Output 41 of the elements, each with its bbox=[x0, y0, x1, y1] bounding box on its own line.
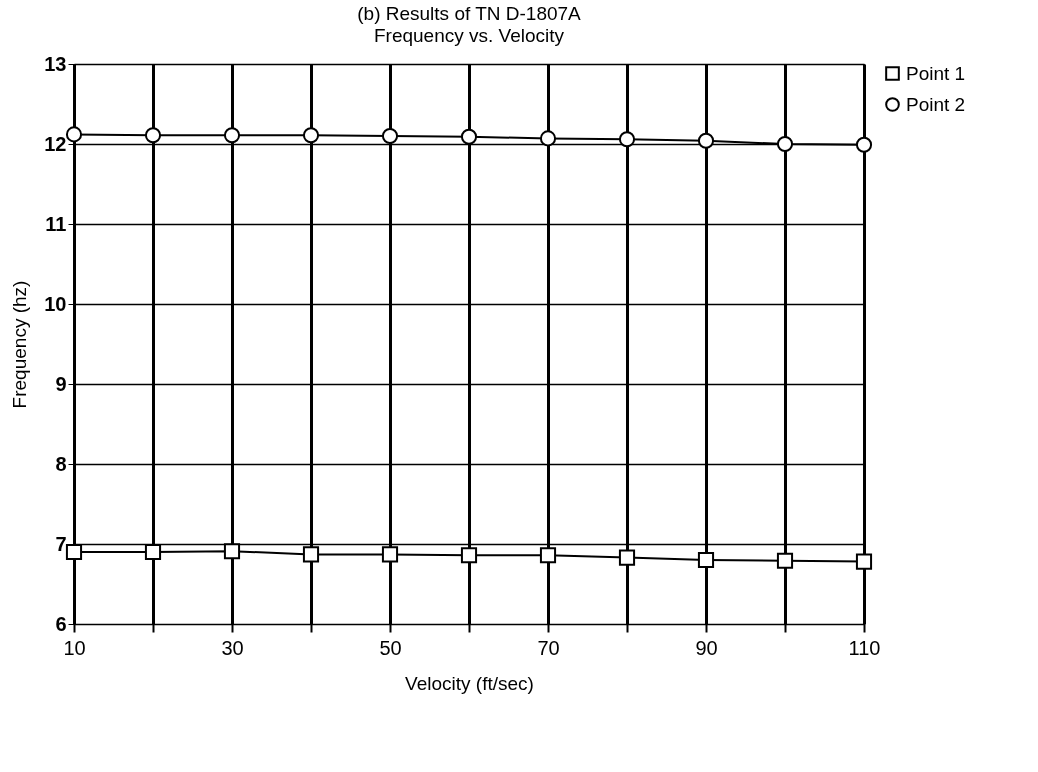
y-tick-label: 12 bbox=[44, 132, 67, 155]
y-tick-label: 9 bbox=[55, 372, 67, 395]
point bbox=[381, 546, 399, 563]
point bbox=[855, 553, 873, 570]
y-tick-label: 13 bbox=[44, 52, 67, 75]
y-tick-label: 10 bbox=[44, 292, 67, 315]
chart-subtitle: Frequency vs. Velocity bbox=[373, 25, 565, 46]
point bbox=[855, 136, 873, 153]
point bbox=[223, 543, 241, 560]
point bbox=[144, 127, 162, 144]
point bbox=[776, 552, 794, 569]
x-tick-label: 50 bbox=[379, 636, 402, 659]
point bbox=[697, 132, 715, 149]
x-tick-label: 30 bbox=[221, 636, 244, 659]
y-tick-label: 7 bbox=[55, 532, 67, 555]
point bbox=[460, 128, 478, 145]
point bbox=[65, 126, 83, 143]
chart-title: (b) Results of TN D-1807A bbox=[357, 3, 582, 24]
point bbox=[223, 127, 241, 144]
point bbox=[539, 547, 557, 564]
y-tick-label: 6 bbox=[55, 612, 67, 635]
point bbox=[618, 131, 636, 148]
y-axis-title: Frequency (hz) bbox=[9, 280, 31, 409]
x-tick-label: 70 bbox=[537, 636, 560, 659]
y-tick-label: 8 bbox=[55, 452, 67, 475]
point bbox=[65, 543, 83, 561]
point bbox=[776, 135, 794, 153]
point bbox=[697, 551, 715, 569]
x-axis-title: Velocity (ft/sec) bbox=[405, 672, 534, 694]
legend-label: Point 1 bbox=[906, 62, 966, 84]
x-tick-label: 90 bbox=[695, 636, 718, 659]
point bbox=[302, 546, 320, 563]
point bbox=[618, 549, 636, 566]
point bbox=[381, 127, 399, 145]
point bbox=[302, 127, 320, 144]
point bbox=[460, 547, 478, 564]
point bbox=[144, 543, 162, 561]
y-tick-label: 11 bbox=[45, 212, 67, 235]
legend-label: Point 2 bbox=[906, 93, 966, 115]
x-tick-label: 110 bbox=[848, 636, 881, 659]
point bbox=[539, 130, 557, 147]
